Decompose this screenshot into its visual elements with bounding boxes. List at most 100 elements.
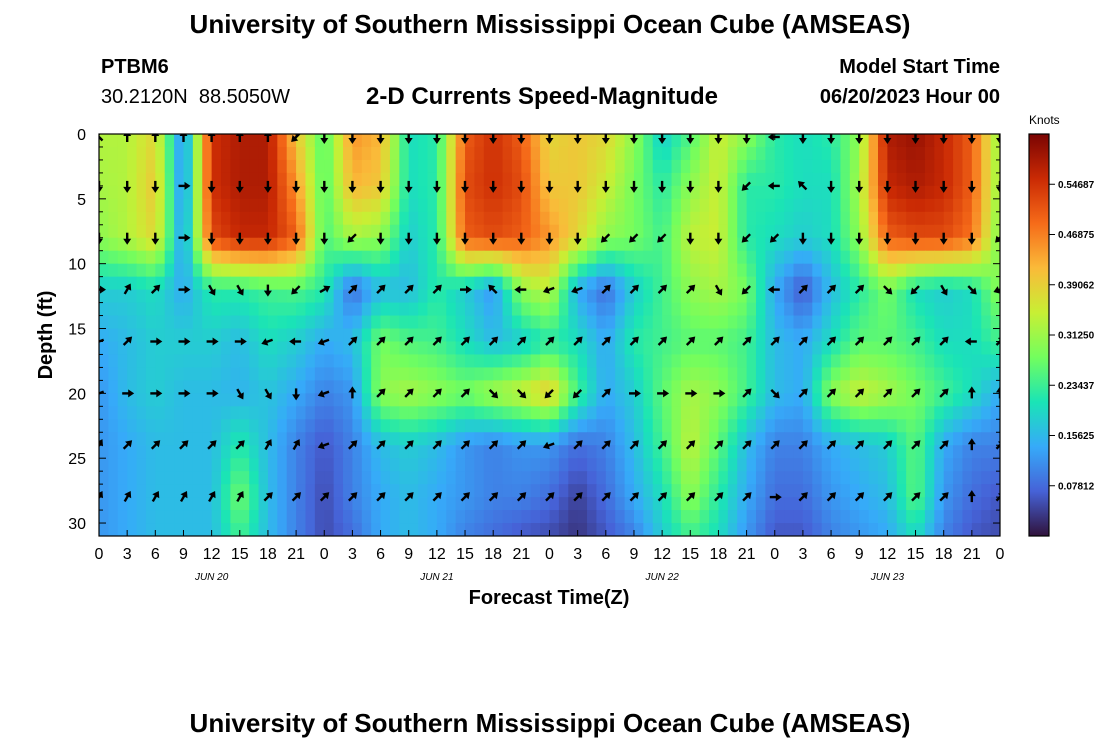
current-vector bbox=[854, 336, 865, 346]
heatmap-cell bbox=[418, 419, 429, 433]
heatmap-cell bbox=[230, 445, 241, 459]
heatmap-cell bbox=[577, 341, 588, 356]
heatmap-cell bbox=[108, 237, 119, 252]
heatmap-cell bbox=[361, 471, 372, 485]
heatmap-cell bbox=[671, 497, 682, 511]
heatmap-cell bbox=[662, 289, 673, 304]
heatmap-cell bbox=[887, 224, 898, 239]
heatmap-cell bbox=[483, 510, 494, 524]
heatmap-cell bbox=[784, 393, 795, 407]
heatmap-cell bbox=[380, 419, 391, 433]
heatmap-cell bbox=[727, 237, 738, 252]
heatmap-cell bbox=[755, 276, 766, 291]
heatmap-cell bbox=[343, 445, 354, 459]
heatmap-cell bbox=[108, 250, 119, 265]
heatmap-cell bbox=[493, 211, 504, 226]
heatmap-cell bbox=[99, 484, 109, 498]
heatmap-cell bbox=[577, 458, 588, 472]
heatmap-cell bbox=[540, 406, 551, 420]
heatmap-cell bbox=[145, 302, 156, 317]
heatmap-cell bbox=[418, 185, 429, 200]
heatmap-cell bbox=[981, 198, 992, 213]
heatmap-cell bbox=[737, 134, 748, 148]
heatmap-cell bbox=[164, 302, 175, 317]
heatmap-cell bbox=[352, 302, 363, 317]
heatmap-cell bbox=[258, 198, 269, 213]
heatmap-cell bbox=[418, 276, 429, 291]
heatmap-cell bbox=[211, 302, 222, 317]
heatmap-cell bbox=[859, 315, 870, 330]
heatmap-cell bbox=[249, 276, 260, 291]
current-vector bbox=[883, 336, 893, 346]
heatmap-cell bbox=[427, 302, 438, 317]
heatmap-cell bbox=[474, 146, 485, 161]
heatmap-cell bbox=[277, 250, 288, 265]
heatmap-cell bbox=[540, 471, 551, 485]
heatmap-cell bbox=[267, 354, 278, 369]
heatmap-cell bbox=[765, 419, 776, 433]
heatmap-cell bbox=[981, 302, 992, 317]
heatmap-cell bbox=[286, 159, 297, 174]
heatmap-cell bbox=[174, 263, 185, 278]
heatmap-cell bbox=[455, 341, 466, 356]
heatmap-cell bbox=[174, 198, 185, 213]
heatmap-cell bbox=[990, 393, 1000, 407]
heatmap-cell bbox=[549, 198, 560, 213]
heatmap-cell bbox=[821, 341, 832, 356]
heatmap-cell bbox=[436, 146, 447, 161]
heatmap-cell bbox=[511, 237, 522, 252]
current-vector bbox=[404, 232, 413, 245]
heatmap-cell bbox=[296, 263, 307, 278]
heatmap-cell bbox=[192, 146, 203, 161]
heatmap-cell bbox=[765, 445, 776, 459]
heatmap-cell bbox=[549, 419, 560, 433]
heatmap-cell bbox=[258, 302, 269, 317]
heatmap-cell bbox=[446, 380, 457, 394]
heatmap-cell bbox=[831, 484, 842, 498]
heatmap-cell bbox=[511, 354, 522, 369]
heatmap-cell bbox=[371, 237, 382, 252]
heatmap-cell bbox=[690, 185, 701, 200]
heatmap-cell bbox=[427, 146, 438, 161]
heatmap-cell bbox=[943, 159, 954, 174]
heatmap-cell bbox=[615, 276, 626, 291]
current-vector bbox=[571, 286, 583, 294]
heatmap-cell bbox=[849, 159, 860, 174]
heatmap-cell bbox=[755, 134, 766, 148]
heatmap-cell bbox=[399, 523, 410, 536]
heatmap-cell bbox=[136, 367, 147, 381]
heatmap-cell bbox=[164, 367, 175, 381]
heatmap-cell bbox=[652, 523, 663, 536]
heatmap-cell bbox=[596, 302, 607, 317]
heatmap-cell bbox=[774, 406, 785, 420]
heatmap-cell bbox=[136, 471, 147, 485]
heatmap-cell bbox=[511, 289, 522, 304]
heatmap-cell bbox=[774, 419, 785, 433]
current-vector bbox=[404, 388, 414, 398]
heatmap-cell bbox=[934, 172, 945, 187]
heatmap-cell bbox=[755, 146, 766, 161]
heatmap-cell bbox=[174, 250, 185, 265]
x-tick-label: 12 bbox=[653, 546, 671, 563]
heatmap-cell bbox=[746, 198, 757, 213]
current-vector bbox=[939, 180, 948, 193]
heatmap-cell bbox=[540, 315, 551, 330]
current-vector bbox=[798, 492, 808, 502]
current-vector bbox=[996, 134, 1000, 144]
heatmap-cell bbox=[145, 510, 156, 524]
heatmap-cell bbox=[296, 354, 307, 369]
heatmap-cell bbox=[859, 276, 870, 291]
heatmap-cell bbox=[934, 276, 945, 291]
heatmap-cell bbox=[652, 276, 663, 291]
heatmap-cell bbox=[831, 523, 842, 536]
heatmap-cell bbox=[314, 445, 325, 459]
heatmap-cell bbox=[587, 211, 598, 226]
heatmap-cell bbox=[568, 276, 579, 291]
heatmap-cell bbox=[145, 263, 156, 278]
heatmap-cell bbox=[540, 445, 551, 459]
heatmap-cell bbox=[596, 341, 607, 356]
current-vector bbox=[910, 285, 920, 295]
heatmap-cell bbox=[990, 419, 1000, 433]
heatmap-cell bbox=[558, 471, 569, 485]
heatmap-cell bbox=[286, 263, 297, 278]
